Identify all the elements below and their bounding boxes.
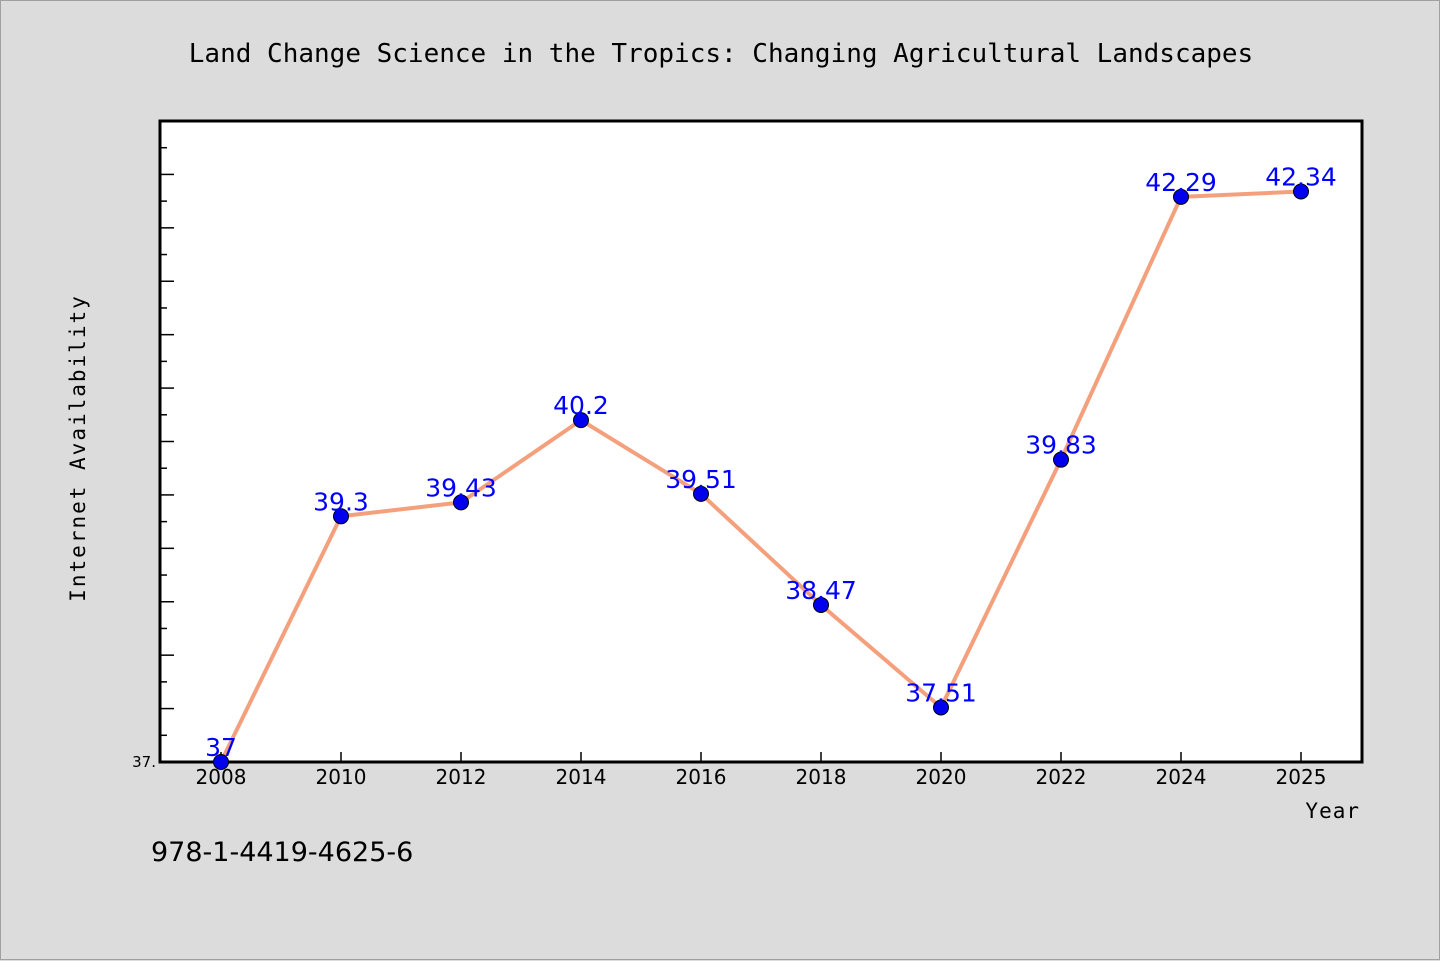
data-label: 38.47 — [785, 576, 857, 605]
data-labels-group: 37 39.3 39.43 40.2 39.51 38.47 37.51 39.83 42.29… — [205, 163, 1337, 762]
x-tick-label: 2020 — [916, 765, 967, 789]
data-point — [1173, 188, 1189, 205]
data-point — [1293, 183, 1309, 200]
x-tick-label: 2016 — [676, 765, 727, 789]
data-label: 39.3 — [313, 487, 369, 516]
series-group — [213, 183, 1309, 770]
data-label: 37 — [205, 733, 237, 762]
x-tick-label: 2010 — [316, 765, 367, 789]
data-label: 39.51 — [665, 465, 737, 494]
x-tick-label: 2014 — [556, 765, 607, 789]
data-label: 39.83 — [1025, 431, 1097, 460]
data-point — [333, 508, 349, 525]
data-point — [933, 699, 949, 716]
isbn-text: 978-1-4419-4625-6 — [151, 837, 414, 868]
data-label: 39.43 — [425, 473, 497, 502]
data-label: 37.51 — [905, 679, 977, 708]
x-tick-label: 2018 — [796, 765, 847, 789]
y-axis-ticks: 37. — [132, 120, 174, 771]
x-tick-label: 2024 — [1156, 765, 1207, 789]
x-tick-label: 2012 — [436, 765, 487, 789]
data-label: 42.29 — [1145, 168, 1217, 197]
plot-area — [158, 119, 1364, 764]
x-tick-label: 2025 — [1276, 765, 1327, 789]
data-point — [813, 596, 829, 613]
data-point — [1053, 451, 1069, 468]
data-point — [213, 754, 229, 770]
y-tick-label: 37. — [132, 753, 156, 771]
data-point — [693, 485, 709, 502]
data-label: 42.34 — [1265, 163, 1337, 192]
chart-title: Land Change Science in the Tropics: Chan… — [189, 39, 1253, 69]
x-tick-label: 2022 — [1036, 765, 1087, 789]
y-axis-label: Internet Availability — [66, 294, 90, 602]
series-line — [219, 189, 1303, 764]
data-point — [573, 412, 589, 429]
x-axis-label: Year — [1305, 799, 1360, 823]
data-point — [453, 494, 469, 511]
data-label: 40.2 — [553, 391, 609, 420]
